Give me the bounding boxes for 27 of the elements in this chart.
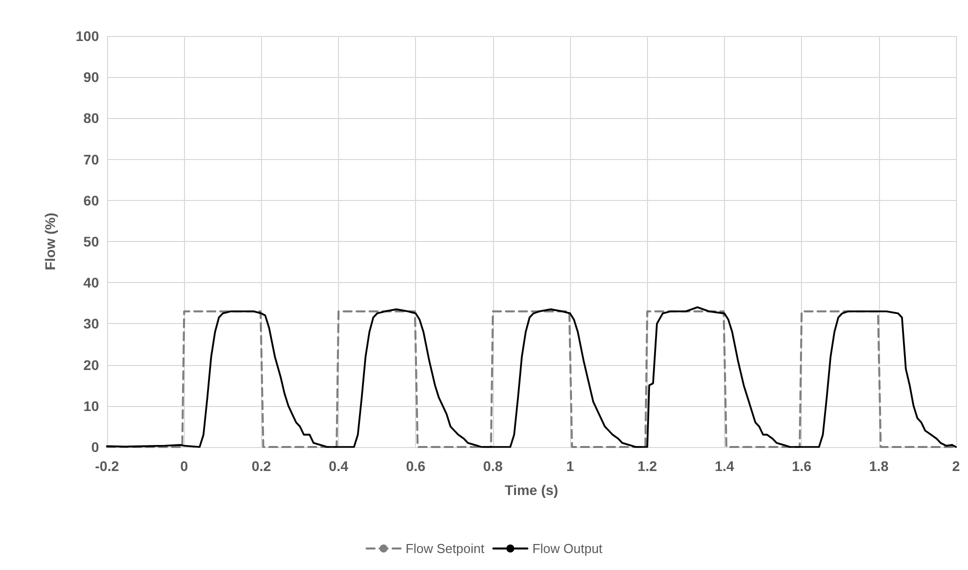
y-tick-label: 30 — [83, 316, 100, 332]
legend-label: Flow Output — [532, 541, 603, 556]
x-tick-label: 2 — [952, 458, 960, 474]
y-tick-label: 60 — [83, 192, 100, 208]
x-axis-title: Time (s) — [504, 482, 558, 498]
y-tick-label: 50 — [83, 234, 100, 250]
y-tick-label: 100 — [76, 28, 100, 44]
x-tick-label: 0.2 — [252, 458, 272, 474]
x-tick-label: 0.4 — [328, 458, 348, 474]
x-tick-label: -0.2 — [94, 458, 120, 474]
x-tick-label: 0.8 — [483, 458, 503, 474]
y-tick-label: 20 — [83, 356, 100, 373]
x-tick-label: 1.2 — [638, 458, 658, 474]
x-tick-label: 1.6 — [792, 458, 812, 474]
x-tick-label: 0 — [180, 458, 188, 474]
y-tick-label: 90 — [83, 69, 100, 86]
x-tick-label: 1.8 — [869, 458, 889, 474]
x-tick-label: 1.4 — [714, 458, 734, 474]
legend-label: Flow Setpoint — [406, 541, 485, 556]
x-tick-label: 1 — [566, 458, 574, 474]
y-tick-label: 80 — [83, 110, 100, 126]
y-tick-label: 10 — [83, 398, 100, 414]
x-tick-label: 0.6 — [406, 458, 426, 474]
y-axis-title: Flow (%) — [42, 212, 58, 270]
y-tick-label: 40 — [83, 274, 100, 291]
y-tick-label: 70 — [83, 151, 100, 168]
y-tick-label: 0 — [91, 439, 100, 455]
